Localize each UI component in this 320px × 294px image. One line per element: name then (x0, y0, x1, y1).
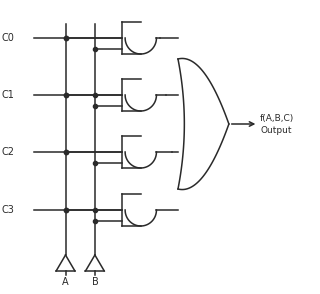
Text: A: A (62, 277, 69, 287)
Text: C0: C0 (2, 33, 15, 43)
Text: C2: C2 (2, 147, 15, 157)
Text: C1: C1 (2, 90, 15, 100)
Text: Output: Output (260, 126, 292, 134)
Text: f(A,B,C): f(A,B,C) (260, 113, 294, 123)
Text: C3: C3 (2, 205, 15, 215)
Text: B: B (92, 277, 98, 287)
